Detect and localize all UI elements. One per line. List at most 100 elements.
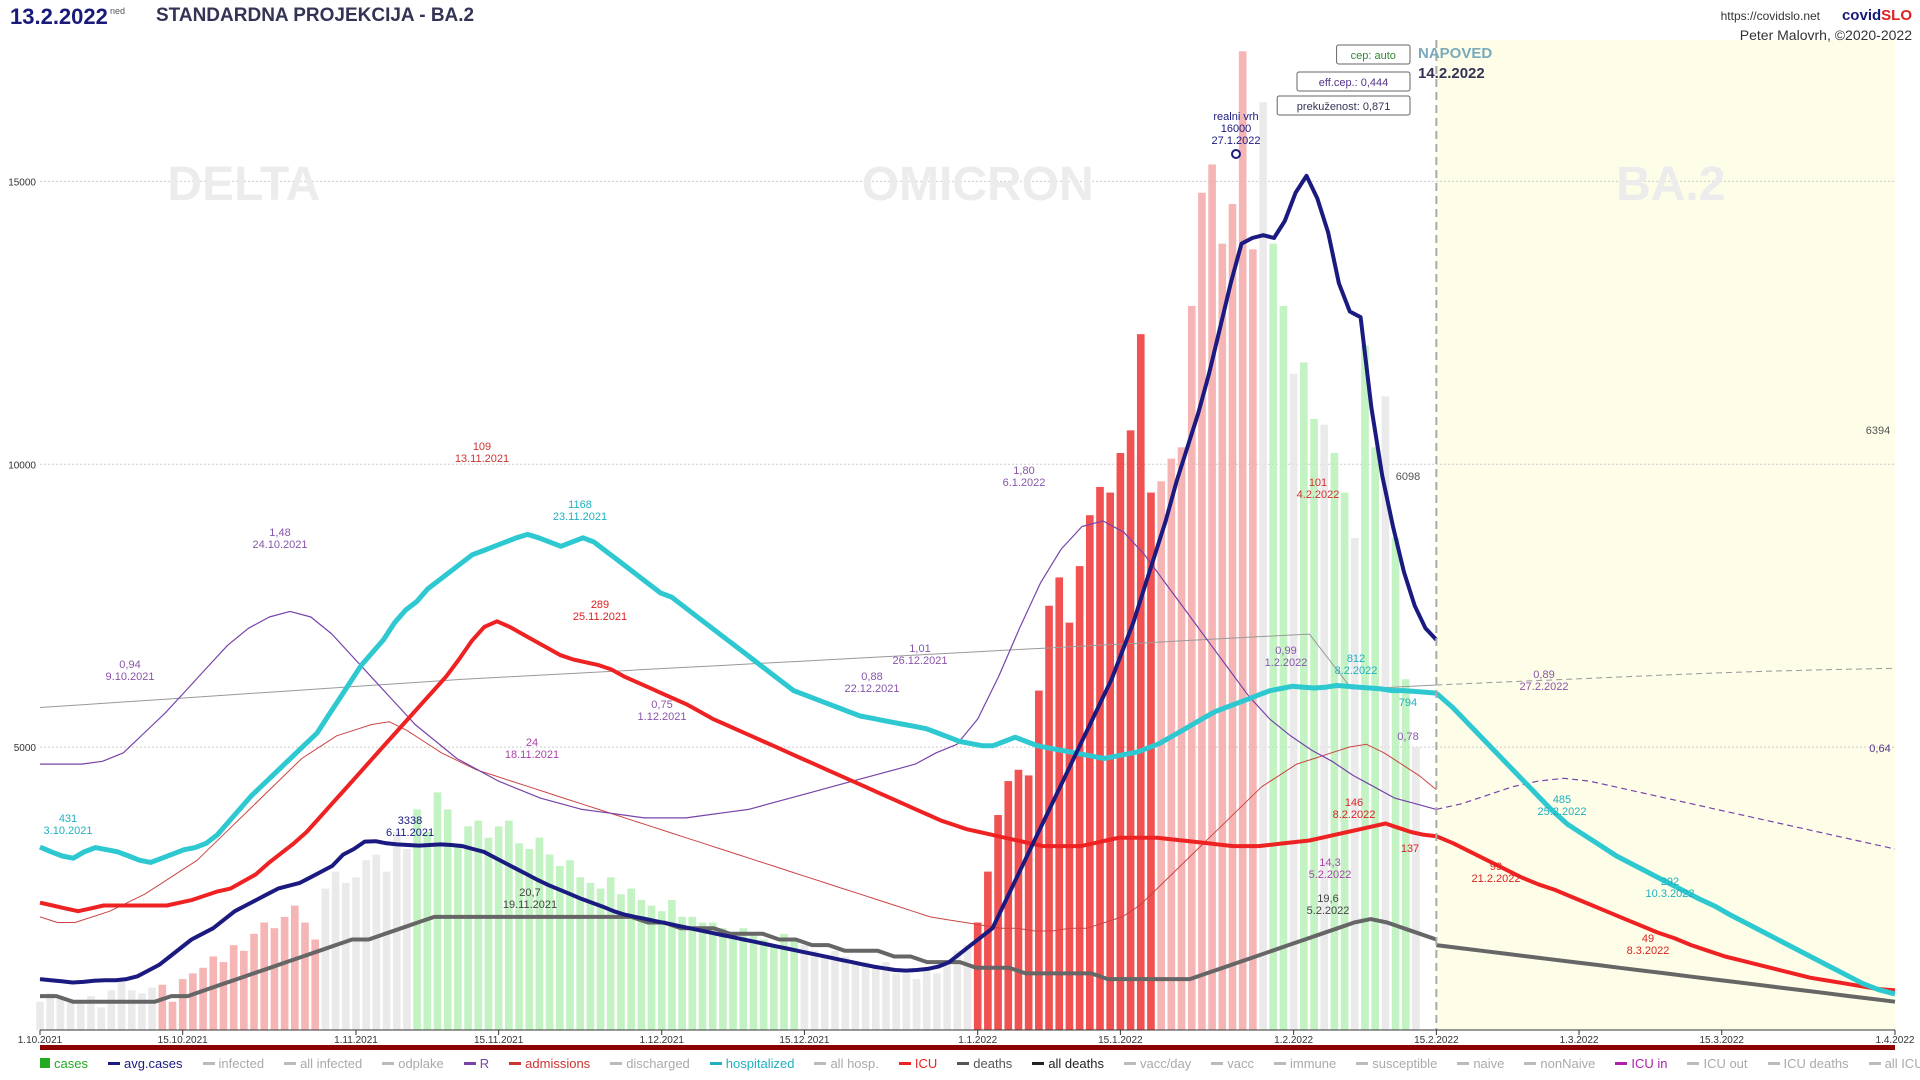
parameter-box-text: cep: auto	[1351, 50, 1396, 62]
x-tick-label: 1.2.2022	[1274, 1035, 1313, 1046]
legend-item[interactable]: avg.cases	[107, 1055, 183, 1071]
x-tick-label: 1.12.2021	[639, 1035, 684, 1046]
legend-swatch	[1457, 1061, 1470, 1065]
point-label: 14,3	[1319, 857, 1340, 869]
cases-bar	[423, 832, 432, 1030]
cases-bar	[158, 984, 167, 1030]
cases-bar	[290, 905, 299, 1030]
cases-bar	[647, 905, 656, 1030]
legend-item[interactable]: discharged	[610, 1056, 690, 1071]
point-label: 6.11.2021	[386, 827, 434, 839]
point-label: 6394	[1866, 425, 1890, 437]
source-url-link[interactable]: https://covidslo.net	[1720, 9, 1820, 23]
cases-bar	[443, 809, 452, 1030]
cases-bar	[1065, 622, 1074, 1030]
legend-swatch	[1356, 1061, 1369, 1065]
cases-bar	[882, 962, 890, 1030]
point-label: 101	[1309, 477, 1327, 489]
legend-item[interactable]: deaths	[957, 1056, 1012, 1071]
cases-bar	[912, 979, 921, 1030]
x-tick-label: 1.4.2022	[1876, 1035, 1915, 1046]
cases-bar	[1401, 679, 1410, 1030]
legend-item[interactable]: susceptible	[1356, 1056, 1437, 1071]
legend-label: cases	[54, 1055, 88, 1071]
cases-bar	[1300, 362, 1308, 1030]
legend-item[interactable]: all deaths	[1032, 1056, 1104, 1071]
point-label: 0,75	[651, 699, 672, 711]
report-date: 13.2.2022	[10, 4, 108, 29]
legend-label: hospitalized	[725, 1055, 795, 1071]
cases-bar	[1412, 747, 1420, 1030]
point-label: 1,48	[269, 527, 290, 539]
legend-item[interactable]: ICU deaths	[1767, 1056, 1849, 1071]
cases-bar	[790, 939, 799, 1030]
point-label: 6098	[1396, 471, 1420, 483]
legend-item[interactable]: all infected	[284, 1056, 362, 1071]
point-label: 19,6	[1317, 893, 1338, 905]
legend-item[interactable]: infected	[202, 1056, 264, 1071]
cases-bar	[1391, 537, 1400, 1030]
point-label: 99	[1490, 861, 1502, 873]
point-label: 6.1.2022	[1003, 477, 1046, 489]
peak-label: realni vrh	[1213, 111, 1258, 123]
cases-bar	[97, 1007, 105, 1030]
y-tick-label: 15000	[8, 177, 36, 188]
legend-item[interactable]: all ICU	[1868, 1056, 1920, 1071]
point-label: 3338	[398, 815, 422, 827]
point-label: 137	[1401, 843, 1419, 855]
cases-bar	[1198, 192, 1206, 1030]
x-tick-label: 1.11.2021	[334, 1035, 378, 1046]
cases-bar	[861, 962, 870, 1030]
legend-item[interactable]: nonNaive	[1524, 1056, 1595, 1071]
cases-bar	[352, 877, 360, 1030]
legend-item[interactable]: immune	[1274, 1056, 1336, 1071]
point-label: 146	[1345, 797, 1363, 809]
legend-label: admissions	[525, 1055, 591, 1071]
admissions-line	[39, 721, 1437, 932]
legend-swatch	[40, 1058, 50, 1068]
point-label: 4.2.2022	[1297, 489, 1340, 501]
legend-item[interactable]: all hosp.	[814, 1056, 879, 1071]
cases-bar	[892, 973, 900, 1030]
cases-bar	[66, 1002, 75, 1030]
legend-item[interactable]: ICU in	[1615, 1056, 1667, 1071]
legend-item[interactable]: ICU	[898, 1056, 937, 1071]
x-tick-label: 15.11.2021	[474, 1035, 524, 1046]
cases-bar	[464, 826, 472, 1030]
legend-swatch	[382, 1061, 395, 1065]
point-label: 0,89	[1533, 669, 1554, 681]
legend-swatch	[202, 1061, 215, 1065]
legend-item[interactable]: cases	[40, 1056, 88, 1071]
legend-item[interactable]: odplake	[382, 1056, 444, 1071]
cases-bar	[1085, 515, 1094, 1030]
cases-bar	[331, 871, 340, 1030]
cases-bar	[1269, 243, 1278, 1030]
legend-item[interactable]: vacc	[1211, 1056, 1254, 1071]
napoved-date: 14.2.2022	[1418, 65, 1485, 82]
cases-bar	[127, 990, 136, 1030]
point-label: 26.12.2021	[892, 655, 947, 667]
cases-bar	[698, 922, 707, 1030]
point-label: 289	[591, 599, 609, 611]
napoved-title: NAPOVED	[1418, 45, 1492, 62]
cases-bar	[780, 933, 788, 1030]
legend-swatch	[898, 1061, 911, 1065]
cases-bar	[1147, 492, 1155, 1031]
cases-bar	[851, 962, 860, 1030]
legend-item[interactable]: admissions	[509, 1056, 590, 1071]
peak-marker	[1231, 149, 1241, 159]
legend-swatch	[814, 1061, 827, 1065]
legend-item[interactable]: ICU out	[1687, 1056, 1748, 1071]
legend-label: avg.cases	[123, 1055, 183, 1071]
legend-item[interactable]: vacc/day	[1123, 1056, 1191, 1071]
point-label: 24	[526, 737, 538, 749]
legend-item[interactable]: R	[463, 1056, 489, 1071]
point-label: 0,94	[119, 659, 140, 671]
legend-item[interactable]: naive	[1457, 1056, 1504, 1071]
legend-item[interactable]: hospitalized	[709, 1055, 795, 1071]
cases-bar	[270, 928, 279, 1030]
point-label: 8.2.2022	[1333, 809, 1376, 821]
point-label: 0,99	[1275, 645, 1296, 657]
cases-bar	[668, 899, 676, 1030]
